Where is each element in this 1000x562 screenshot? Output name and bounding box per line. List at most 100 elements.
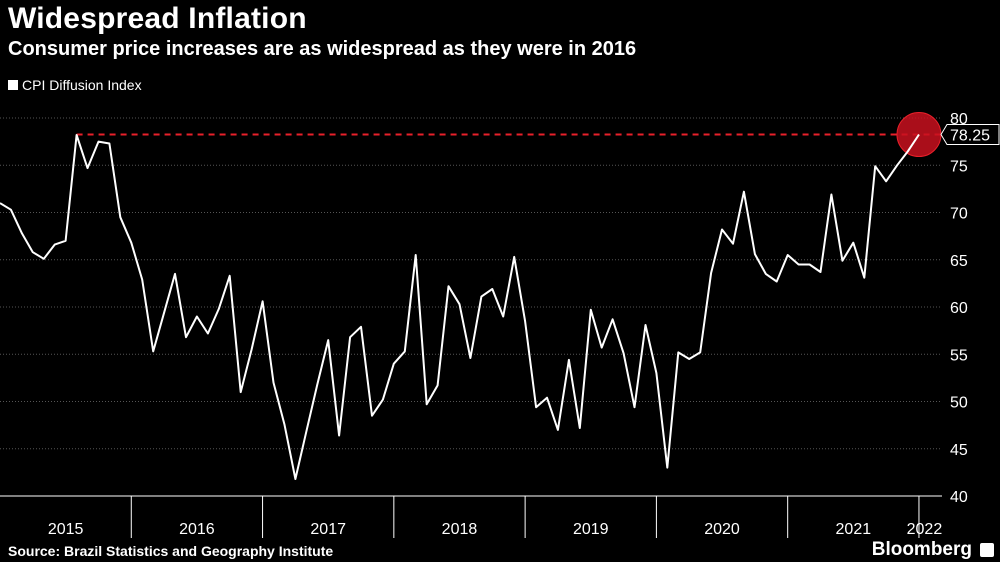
data-point bbox=[294, 478, 296, 480]
data-point bbox=[896, 164, 898, 166]
data-point bbox=[174, 273, 176, 275]
data-point bbox=[426, 403, 428, 405]
y-tick-label: 65 bbox=[950, 253, 968, 270]
data-point bbox=[546, 397, 548, 399]
data-point bbox=[907, 150, 909, 152]
y-tick-label: 75 bbox=[950, 158, 968, 175]
y-tick-label: 60 bbox=[950, 300, 968, 317]
data-point bbox=[809, 263, 811, 265]
data-point bbox=[568, 359, 570, 361]
data-point bbox=[43, 258, 45, 260]
y-tick-label: 70 bbox=[950, 206, 968, 223]
data-point bbox=[87, 167, 89, 169]
data-point bbox=[229, 275, 231, 277]
data-point bbox=[415, 254, 417, 256]
data-point bbox=[448, 285, 450, 287]
data-point bbox=[54, 244, 56, 246]
value-callout-box bbox=[940, 124, 1000, 146]
y-tick-label: 50 bbox=[950, 395, 968, 412]
brand-icon bbox=[980, 543, 994, 557]
y-tick-label: 80 bbox=[950, 111, 968, 128]
data-point bbox=[65, 240, 67, 242]
data-point bbox=[852, 242, 854, 244]
data-point bbox=[469, 357, 471, 359]
x-tick-label: 2017 bbox=[310, 521, 346, 538]
data-point bbox=[240, 391, 242, 393]
data-point bbox=[601, 347, 603, 349]
chart-title: Widespread Inflation bbox=[8, 2, 307, 35]
x-tick-label: 2020 bbox=[704, 521, 740, 538]
brand-logo: Bloomberg bbox=[871, 539, 972, 560]
x-tick-label: 2021 bbox=[836, 521, 872, 538]
data-point bbox=[557, 429, 559, 431]
data-point bbox=[316, 383, 318, 385]
data-point bbox=[863, 277, 865, 279]
data-point bbox=[327, 339, 329, 341]
data-point bbox=[10, 209, 12, 211]
legend-label: CPI Diffusion Index bbox=[22, 77, 142, 93]
data-point bbox=[830, 194, 832, 196]
data-point bbox=[765, 273, 767, 275]
data-point bbox=[820, 271, 822, 273]
data-point bbox=[108, 143, 110, 145]
data-point bbox=[787, 254, 789, 256]
data-point bbox=[141, 279, 143, 281]
chart-subtitle: Consumer price increases are as widespre… bbox=[8, 38, 637, 60]
data-point bbox=[163, 312, 165, 314]
x-tick-label: 2016 bbox=[179, 521, 215, 538]
x-tick-label: 2015 bbox=[48, 521, 84, 538]
data-point bbox=[535, 406, 537, 408]
data-point bbox=[393, 363, 395, 365]
data-point bbox=[349, 336, 351, 338]
series-line-cpi-diffusion bbox=[0, 133, 920, 480]
data-point bbox=[218, 308, 220, 310]
data-point bbox=[655, 372, 657, 374]
data-point bbox=[754, 253, 756, 255]
data-point bbox=[841, 260, 843, 262]
data-point bbox=[458, 303, 460, 305]
data-point bbox=[207, 332, 209, 334]
legend: CPI Diffusion Index bbox=[8, 77, 142, 93]
data-point bbox=[732, 243, 734, 245]
y-tick-label: 45 bbox=[950, 442, 968, 459]
data-point bbox=[634, 406, 636, 408]
value-callout-label: 78.25 bbox=[950, 128, 990, 145]
data-point bbox=[119, 216, 121, 218]
data-point bbox=[185, 336, 187, 338]
data-point bbox=[262, 300, 264, 302]
data-point bbox=[32, 251, 34, 253]
data-point bbox=[579, 427, 581, 429]
data-point bbox=[918, 134, 920, 136]
data-point bbox=[305, 431, 307, 433]
data-point bbox=[688, 358, 690, 360]
data-point bbox=[524, 320, 526, 322]
data-point bbox=[677, 351, 679, 353]
data-point bbox=[502, 315, 504, 317]
data-point bbox=[699, 351, 701, 353]
data-point bbox=[666, 467, 668, 469]
data-point bbox=[97, 141, 99, 143]
data-point bbox=[360, 326, 362, 328]
data-point bbox=[480, 296, 482, 298]
data-point bbox=[612, 318, 614, 320]
data-point bbox=[513, 256, 515, 258]
y-tick-label: 55 bbox=[950, 347, 968, 364]
legend-swatch bbox=[8, 80, 18, 90]
data-point bbox=[338, 435, 340, 437]
data-point bbox=[76, 134, 78, 136]
x-tick-label: 2018 bbox=[442, 521, 478, 538]
data-point bbox=[644, 324, 646, 326]
data-point bbox=[874, 165, 876, 167]
data-point bbox=[382, 399, 384, 401]
data-point bbox=[743, 191, 745, 193]
data-point bbox=[776, 280, 778, 282]
data-point bbox=[437, 384, 439, 386]
x-tick-label: 2022 bbox=[907, 521, 943, 538]
data-point bbox=[251, 349, 253, 351]
source-note: Source: Brazil Statistics and Geography … bbox=[8, 543, 334, 559]
data-point bbox=[623, 352, 625, 354]
data-point bbox=[798, 263, 800, 265]
data-point bbox=[710, 272, 712, 274]
x-tick-label: 2019 bbox=[573, 521, 609, 538]
